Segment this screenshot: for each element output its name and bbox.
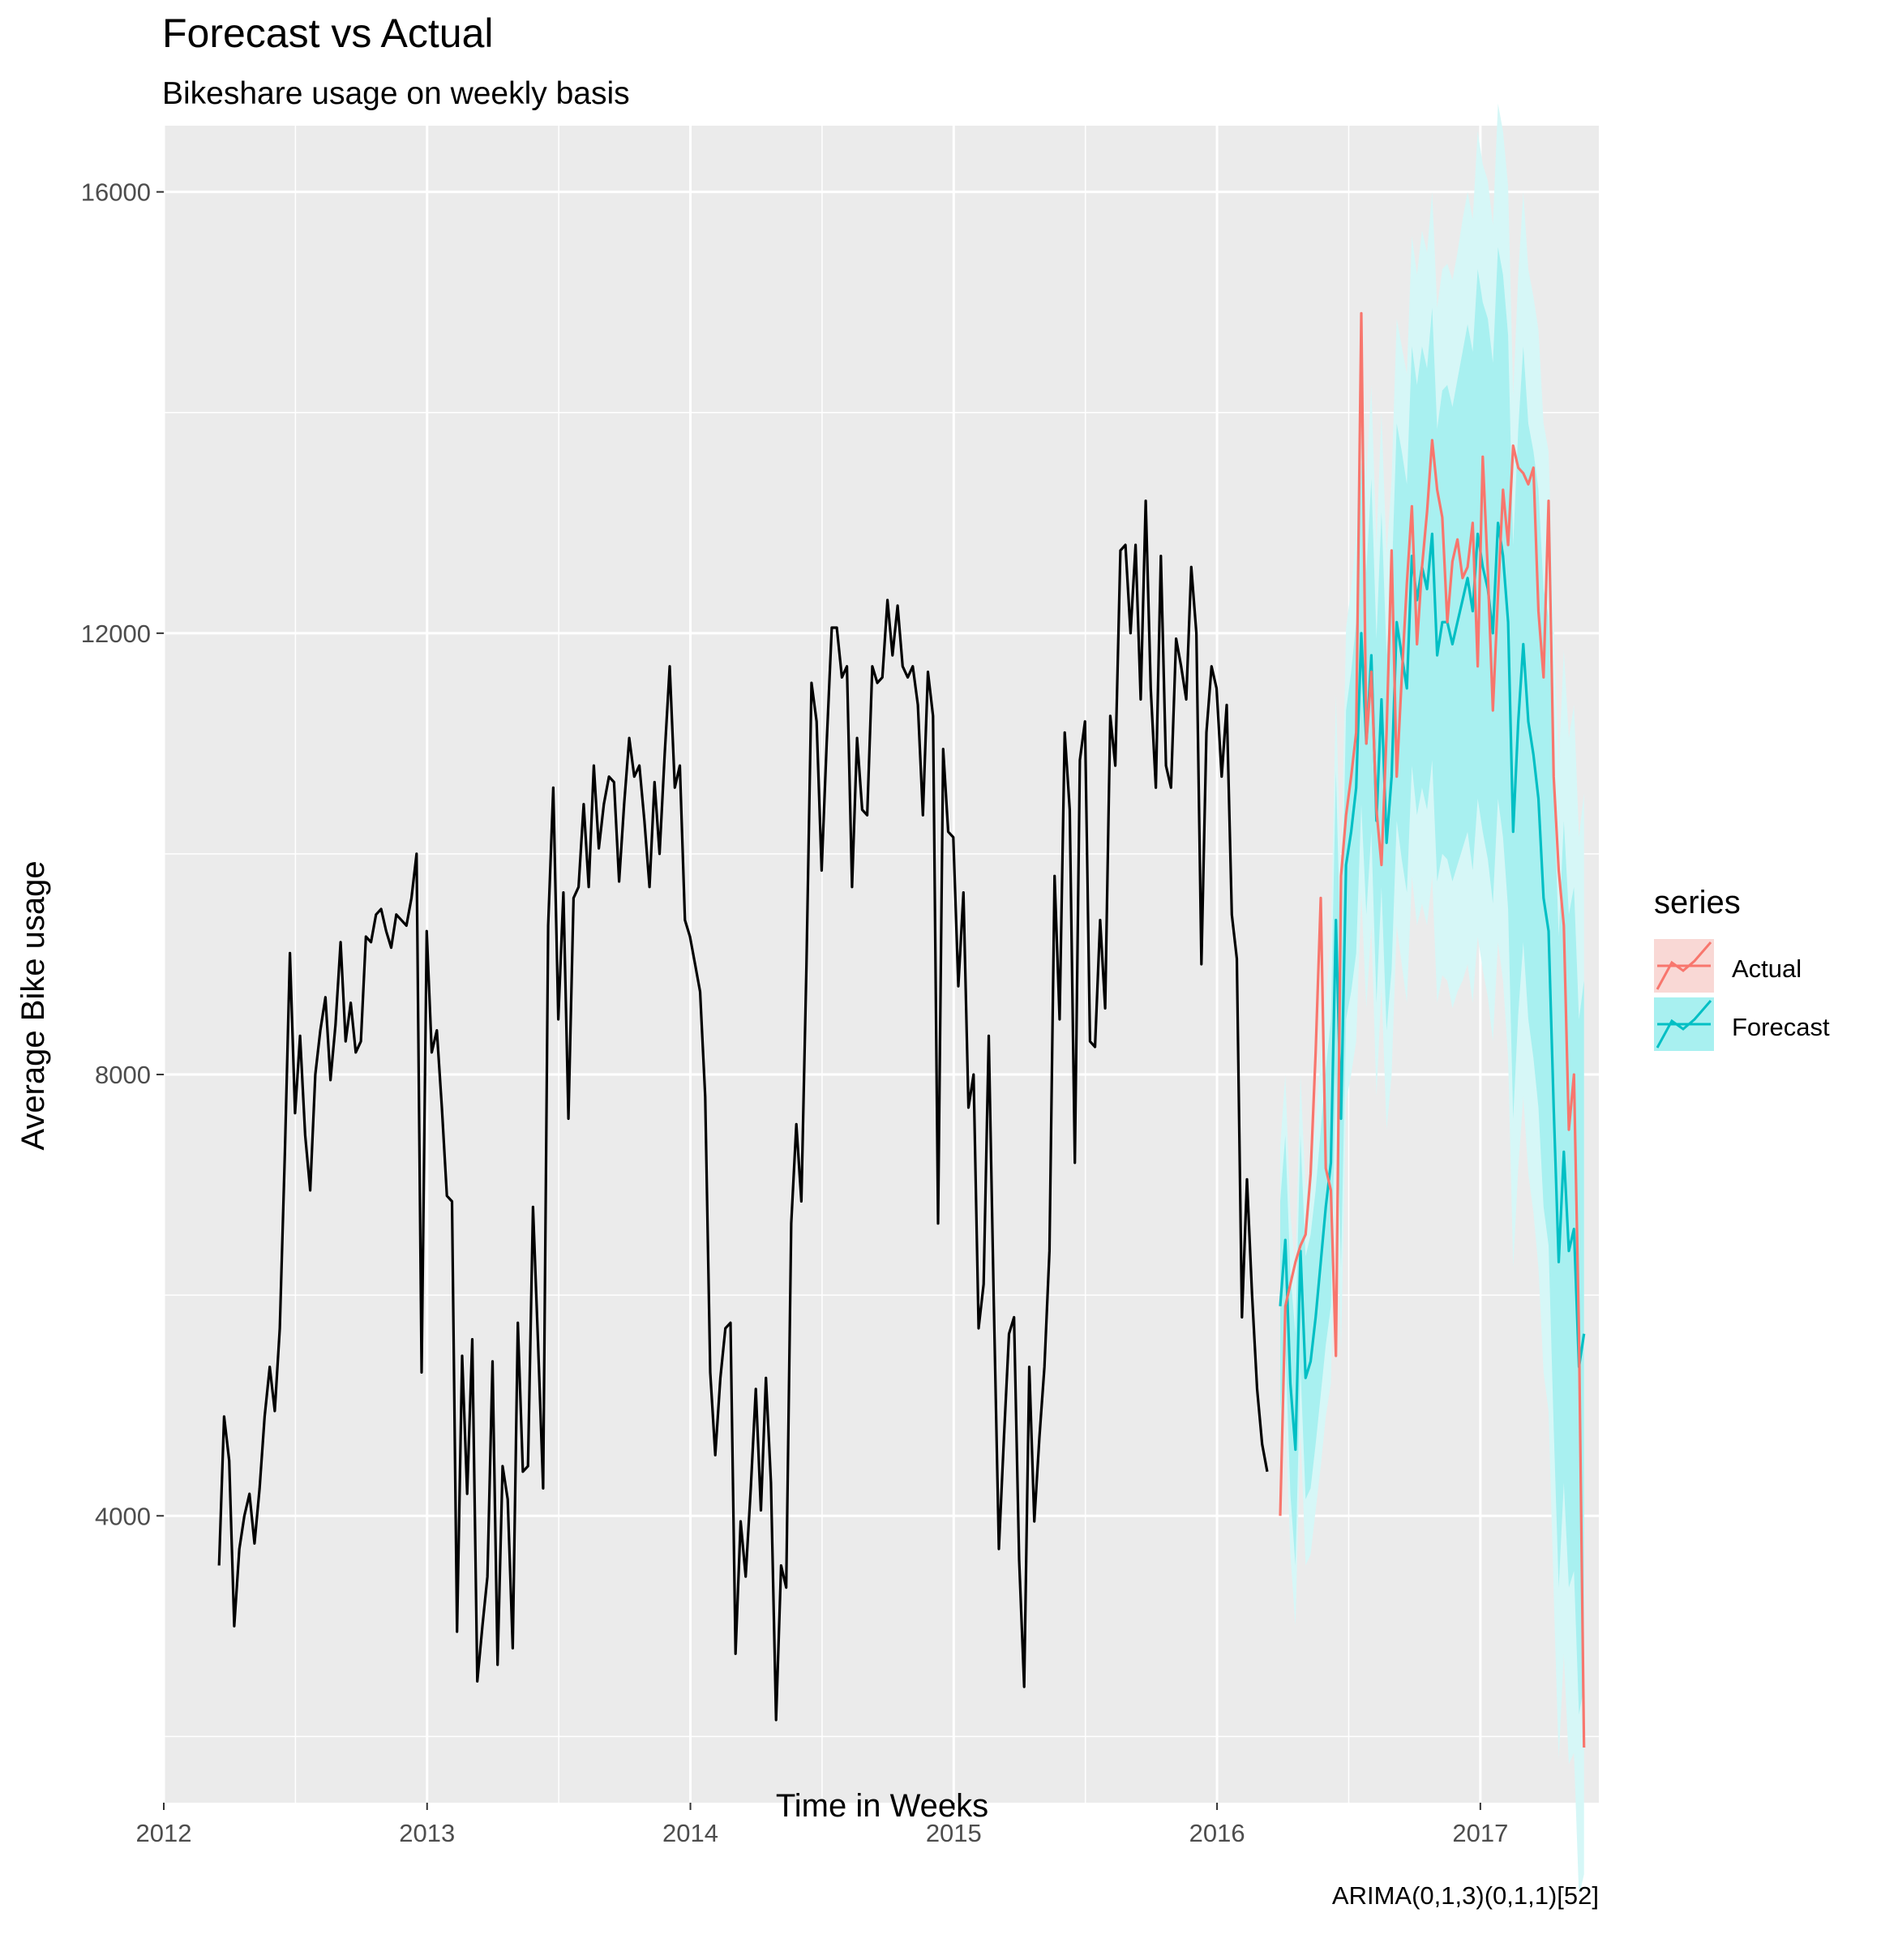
legend-label-actual: Actual: [1732, 954, 1802, 983]
y-tick-label: 4000: [95, 1502, 151, 1530]
legend-key-forecast: [1654, 997, 1714, 1051]
legend-keys: [1654, 939, 1714, 1051]
y-tick-label: 8000: [95, 1061, 151, 1089]
series-line-forecast: [1279, 521, 1586, 1452]
x-axis-label: Time in Weeks: [776, 1788, 988, 1824]
x-tick-label: 2017: [1452, 1819, 1508, 1847]
series-lines: [217, 311, 1586, 1748]
series-line-history: [217, 499, 1269, 1722]
chart-title: Forecast vs Actual: [162, 11, 494, 56]
y-tick-label: 12000: [81, 620, 151, 648]
y-axis: 4000 8000 12000 16000: [81, 178, 164, 1530]
chart-caption: ARIMA(0,1,3)(0,1,1)[52]: [1332, 1881, 1599, 1910]
x-tick-label: 2013: [399, 1819, 455, 1847]
x-axis: 2012 2013 2014 2015 2016 2017: [136, 1803, 1508, 1847]
series-line-actual: [1279, 311, 1586, 1748]
x-tick-label: 2012: [136, 1819, 192, 1847]
legend: series Actual Forecast: [1654, 885, 1830, 1051]
legend-title: series: [1654, 885, 1741, 920]
legend-key-actual-diag: [1656, 941, 1712, 990]
legend-label-forecast: Forecast: [1732, 1013, 1830, 1041]
x-tick-label: 2016: [1189, 1819, 1245, 1847]
y-axis-label: Average Bike usage: [15, 860, 51, 1150]
chart-subtitle: Bikeshare usage on weekly basis: [162, 76, 630, 111]
y-tick-label: 16000: [81, 178, 151, 207]
legend-key-forecast-diag: [1656, 1000, 1712, 1049]
x-tick-label: 2015: [926, 1819, 982, 1847]
legend-key-actual: [1654, 939, 1714, 993]
x-tick-label: 2014: [662, 1819, 718, 1847]
major-gridlines: [162, 126, 1599, 1803]
